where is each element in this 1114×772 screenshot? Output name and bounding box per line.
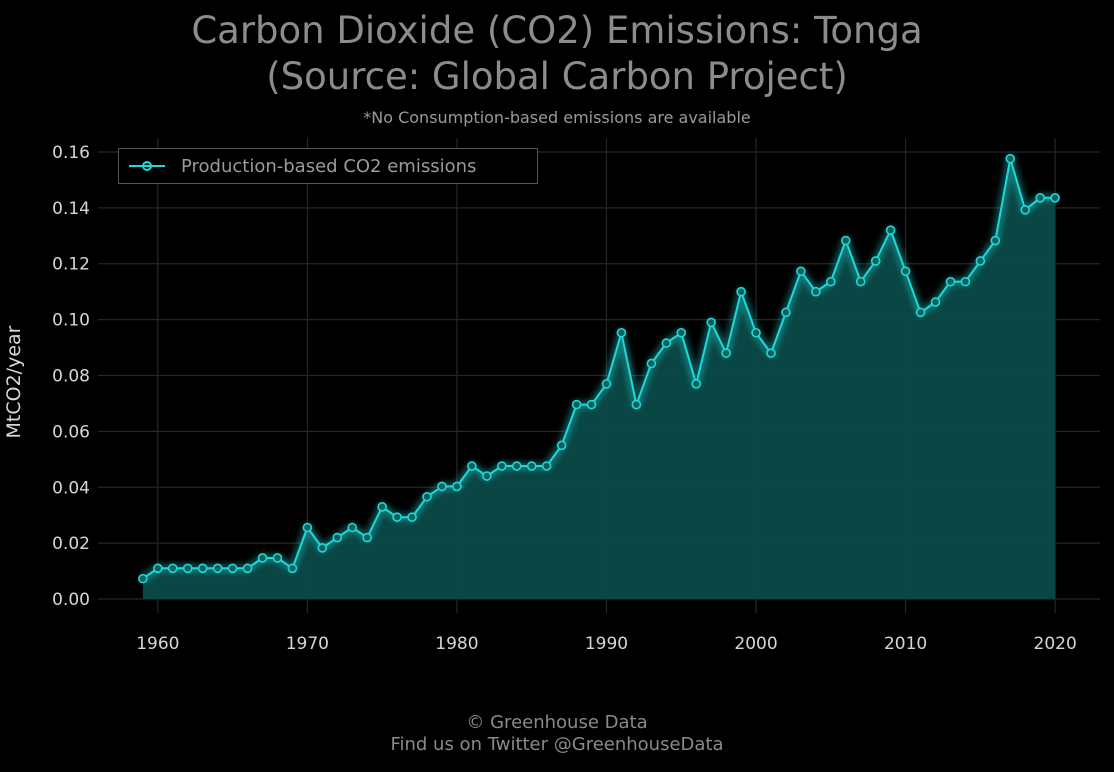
series-line-layer [140, 154, 1056, 583]
data-point [781, 307, 791, 318]
data-point [646, 358, 657, 369]
data-point [676, 327, 687, 338]
data-point [826, 276, 836, 287]
data-point [167, 563, 178, 574]
data-point [407, 512, 417, 522]
data-point [347, 522, 358, 533]
data-point [317, 543, 328, 553]
data-point [242, 563, 253, 574]
y-tick-label: 0.12 [52, 255, 90, 275]
data-point [855, 276, 866, 287]
data-point [796, 266, 806, 277]
data-point [332, 532, 343, 543]
data-point [990, 235, 1001, 246]
data-point [272, 553, 283, 563]
data-point [541, 461, 552, 471]
y-tick-label: 0.06 [52, 422, 90, 442]
data-point [811, 286, 821, 297]
data-point [661, 338, 672, 348]
data-point [257, 553, 268, 563]
data-point [616, 327, 627, 338]
y-tick-label: 0.16 [52, 143, 90, 163]
data-point [482, 471, 492, 481]
data-point [511, 461, 522, 471]
data-point [227, 563, 238, 574]
chart-title: Carbon Dioxide (CO2) Emissions: Tonga (S… [0, 8, 1114, 100]
data-point [496, 461, 507, 471]
data-point [138, 573, 148, 584]
data-point [975, 256, 986, 266]
data-point [571, 399, 582, 410]
area-fill [142, 158, 1056, 599]
data-point [751, 327, 761, 338]
data-point [302, 522, 313, 533]
data-point [900, 266, 911, 277]
x-tick-label: 2020 [1034, 634, 1077, 654]
data-point [945, 276, 956, 287]
y-tick-label: 0.10 [52, 311, 90, 331]
data-point [721, 348, 731, 358]
legend-label: Production-based CO2 emissions [181, 155, 477, 177]
footer: © Greenhouse Data Find us on Twitter @Gr… [0, 712, 1114, 756]
data-point [1050, 192, 1060, 203]
legend-line-marker-icon [129, 161, 165, 171]
y-tick-label: 0.04 [52, 478, 90, 498]
data-point [840, 235, 851, 246]
footer-copyright: © Greenhouse Data [466, 712, 648, 733]
data-point [422, 491, 432, 502]
x-tick-label: 1990 [585, 634, 628, 654]
y-tick-label: 0.02 [52, 534, 90, 554]
data-point [766, 348, 776, 358]
data-point [930, 297, 941, 307]
footer-twitter: Find us on Twitter @GreenhouseData [390, 734, 724, 755]
y-axis-label: MtCO2/year [3, 325, 25, 439]
x-tick-label: 1960 [136, 634, 179, 654]
data-point [182, 563, 193, 574]
data-point [736, 286, 746, 297]
data-point [556, 440, 567, 451]
data-point [287, 563, 298, 574]
data-point [885, 225, 896, 236]
data-point [586, 399, 597, 410]
area-fill-layer [142, 158, 1056, 599]
data-point [1035, 192, 1045, 203]
data-point [960, 276, 971, 287]
data-point [392, 512, 402, 522]
data-point [601, 379, 612, 389]
y-tick-label: 0.14 [52, 199, 90, 219]
x-tick-label: 2000 [734, 634, 777, 654]
chart-subtitle: *No Consumption-based emissions are avai… [363, 108, 751, 127]
data-point [452, 481, 462, 492]
data-point [467, 461, 477, 471]
data-point [362, 532, 372, 543]
data-point [915, 307, 926, 318]
data-point [437, 481, 447, 492]
data-point [1005, 153, 1016, 164]
x-tick-label: 1980 [435, 634, 478, 654]
data-point [691, 379, 702, 389]
data-point [706, 317, 716, 328]
legend: Production-based CO2 emissions [118, 148, 538, 184]
axis-tick-labels: 0.00 0.02 0.04 0.06 0.08 0.10 0.12 0.14 0.16 1960… [52, 143, 1077, 654]
data-points [138, 153, 1060, 584]
data-point [1020, 205, 1031, 215]
x-tick-label: 1970 [286, 634, 329, 654]
chart-svg: 0.00 0.02 0.04 0.06 0.08 0.10 0.12 0.14 0.16 1960… [52, 138, 1100, 654]
chart-title-line-1: Carbon Dioxide (CO2) Emissions: Tonga [191, 9, 923, 52]
y-tick-label: 0.00 [52, 590, 90, 610]
data-point [212, 563, 223, 574]
data-point [526, 461, 537, 471]
y-tick-label: 0.08 [52, 367, 90, 387]
x-tick-label: 2010 [884, 634, 927, 654]
series-line [142, 157, 1056, 580]
data-point [870, 256, 881, 266]
chart-title-line-2: (Source: Global Carbon Project) [266, 55, 848, 98]
data-point [631, 399, 642, 410]
data-point [197, 563, 208, 574]
data-point [153, 563, 163, 574]
data-point [377, 502, 387, 512]
